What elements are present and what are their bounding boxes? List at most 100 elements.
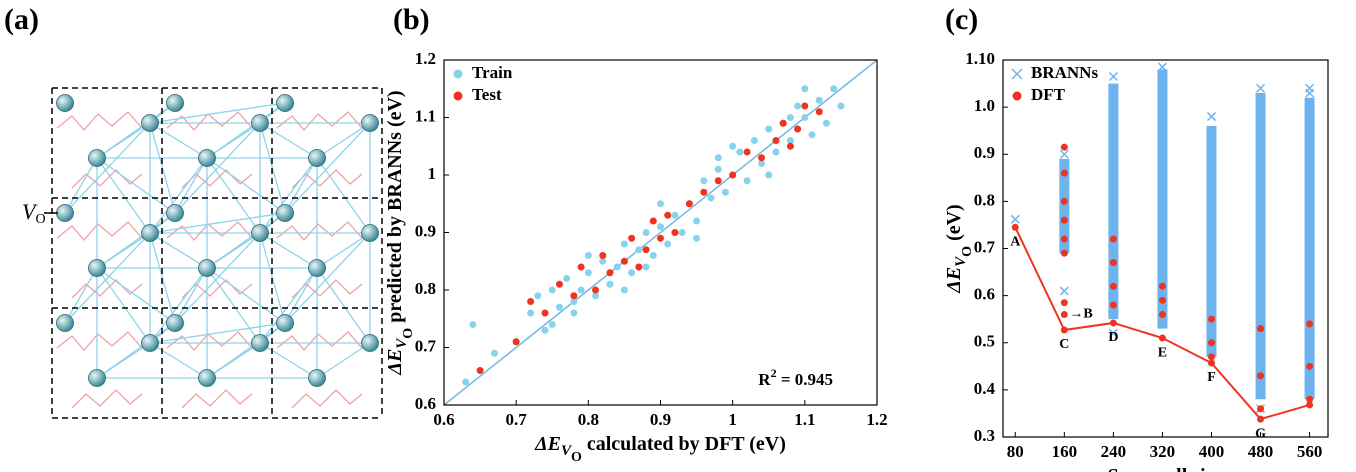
point bbox=[628, 269, 636, 277]
point-label: F bbox=[1207, 370, 1216, 385]
blue-bond bbox=[259, 157, 318, 234]
point bbox=[555, 303, 563, 311]
point bbox=[714, 165, 722, 173]
blue-bond bbox=[284, 232, 371, 324]
blue-bond bbox=[316, 122, 371, 159]
point bbox=[1059, 286, 1069, 296]
pink-bond bbox=[56, 111, 155, 189]
blue-bond bbox=[174, 157, 208, 214]
atom bbox=[361, 224, 379, 242]
point bbox=[1158, 282, 1166, 290]
atom bbox=[276, 94, 294, 112]
point bbox=[1060, 169, 1068, 177]
pink-bond bbox=[276, 331, 375, 409]
y-tick-label: 0.7 bbox=[974, 237, 996, 256]
point bbox=[599, 252, 607, 259]
atom bbox=[308, 149, 326, 167]
pink-bond bbox=[56, 331, 155, 409]
point bbox=[678, 229, 686, 236]
atom bbox=[251, 224, 269, 242]
y-tick-label: 1.2 bbox=[415, 49, 436, 68]
label-rest: (eV) bbox=[943, 204, 965, 246]
point bbox=[577, 263, 585, 271]
point bbox=[772, 137, 780, 144]
atom bbox=[88, 369, 106, 387]
point bbox=[685, 200, 693, 208]
x-tick-label: 160 bbox=[1052, 442, 1078, 461]
point bbox=[1207, 359, 1215, 367]
point bbox=[592, 286, 600, 294]
point bbox=[527, 309, 535, 317]
x-tick-label: 240 bbox=[1101, 442, 1127, 461]
point-label: G bbox=[1255, 426, 1266, 441]
axes-frame bbox=[1002, 59, 1329, 438]
point bbox=[584, 269, 592, 277]
y-tick-label: 1.10 bbox=[965, 49, 995, 68]
point bbox=[541, 309, 549, 317]
point bbox=[1306, 362, 1314, 370]
label-main: ΔE bbox=[943, 267, 965, 294]
point bbox=[664, 211, 672, 219]
atom bbox=[88, 149, 106, 167]
point bbox=[765, 171, 773, 179]
blue-bond bbox=[174, 267, 208, 324]
point bbox=[721, 188, 729, 196]
point bbox=[794, 102, 802, 110]
point bbox=[1060, 249, 1068, 257]
point-label: A bbox=[1010, 235, 1021, 250]
label-main: ΔE bbox=[534, 433, 561, 455]
blue-bond bbox=[259, 342, 318, 379]
point bbox=[606, 269, 614, 277]
blue-bond bbox=[284, 157, 318, 214]
blue-bond bbox=[96, 157, 176, 214]
dense-band bbox=[1206, 125, 1217, 357]
blue-bond bbox=[206, 157, 286, 214]
point bbox=[628, 234, 636, 242]
point bbox=[1108, 328, 1118, 338]
point bbox=[1257, 405, 1265, 413]
annotation: R2 = 0.945 bbox=[758, 366, 833, 389]
point bbox=[527, 298, 535, 305]
identity-line bbox=[444, 60, 877, 405]
x-tick-label: 0.7 bbox=[506, 410, 528, 429]
x-tick-label: 400 bbox=[1199, 442, 1225, 461]
dense-band bbox=[1108, 83, 1119, 320]
point bbox=[476, 367, 484, 374]
x-tick-label: 80 bbox=[1007, 442, 1024, 461]
x-tick-label: 0.9 bbox=[650, 410, 671, 429]
y-tick-label: 0.8 bbox=[974, 190, 995, 209]
blue-bond bbox=[316, 342, 371, 379]
dense-band bbox=[1304, 97, 1315, 400]
point bbox=[657, 223, 664, 231]
point bbox=[772, 148, 780, 156]
blue-bond bbox=[174, 122, 261, 214]
point bbox=[1206, 112, 1217, 122]
y-tick-label: 0.6 bbox=[415, 394, 436, 413]
label-main: ΔE bbox=[384, 349, 406, 376]
blue-bond bbox=[259, 267, 318, 344]
point bbox=[1158, 296, 1166, 304]
y-tick-label: 1.0 bbox=[974, 96, 995, 115]
dense-band bbox=[1157, 69, 1168, 329]
x-tick-label: 480 bbox=[1248, 442, 1274, 461]
blue-bond bbox=[96, 267, 176, 324]
point bbox=[1306, 401, 1314, 409]
atom bbox=[56, 314, 74, 332]
blue-bond bbox=[149, 102, 286, 124]
point bbox=[649, 217, 657, 225]
x-tick-label: 1.2 bbox=[866, 410, 887, 429]
label-rest: calculated by DFT (eV) bbox=[582, 433, 786, 455]
point bbox=[620, 257, 628, 265]
point bbox=[642, 246, 650, 254]
point bbox=[599, 257, 607, 265]
y-tick-label: 0.5 bbox=[974, 332, 995, 351]
point bbox=[808, 131, 816, 139]
panel-label: (c) bbox=[945, 3, 978, 36]
point bbox=[743, 177, 751, 185]
blue-bond bbox=[206, 267, 286, 324]
point-label: C bbox=[1059, 337, 1069, 352]
legend-marker bbox=[453, 91, 463, 101]
point bbox=[1306, 395, 1314, 403]
point bbox=[1257, 325, 1265, 333]
label-subsub: O bbox=[401, 328, 416, 339]
